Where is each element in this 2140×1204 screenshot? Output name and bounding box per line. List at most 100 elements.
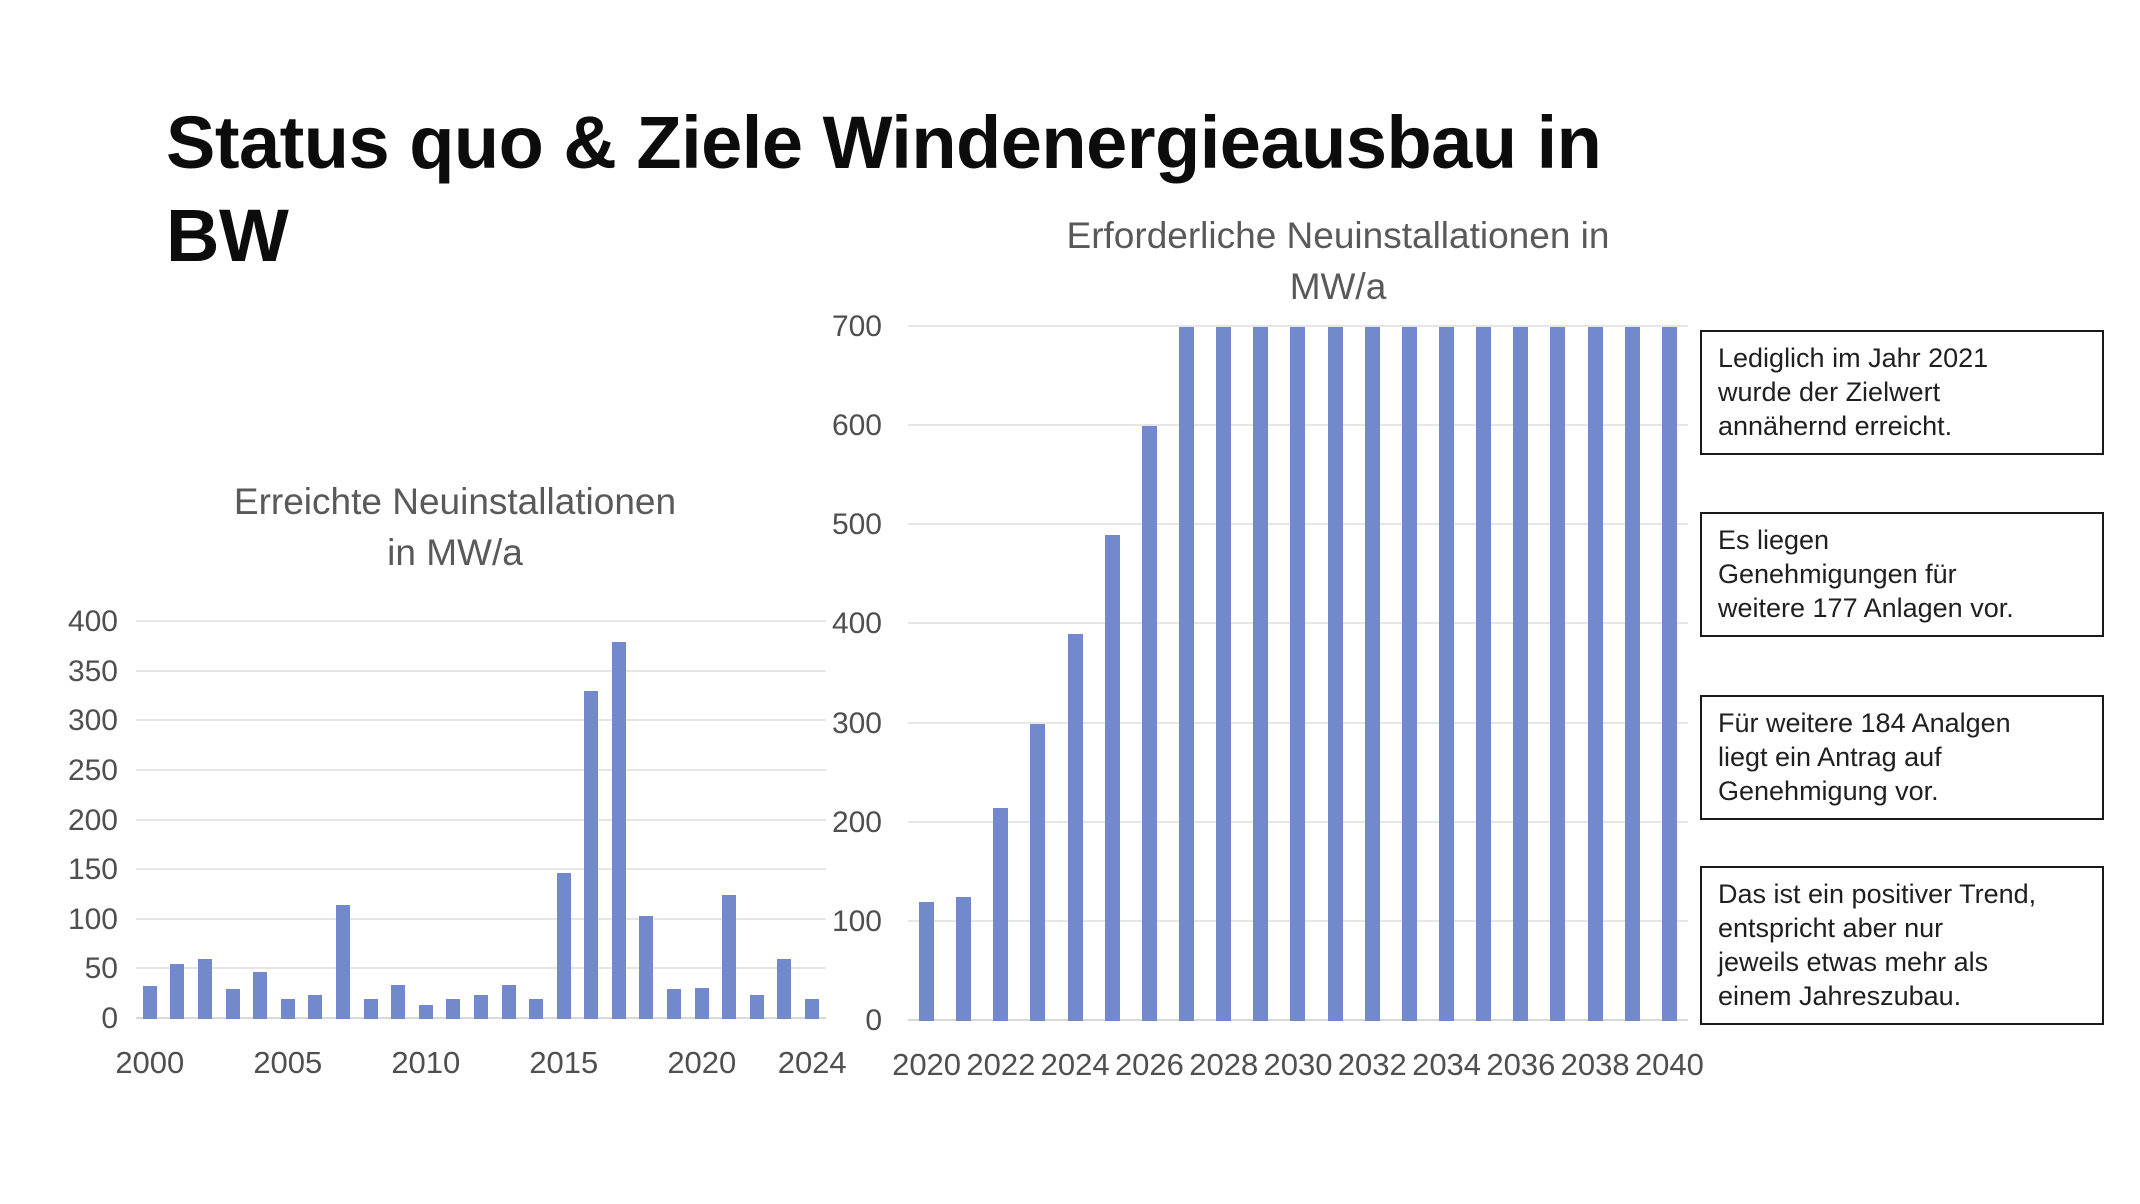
gridline: [136, 620, 826, 622]
bar-slot-2031: [1317, 327, 1354, 1021]
x-tick-label: 2028: [1189, 1047, 1259, 1082]
x-tick-label: 2020: [667, 1045, 737, 1080]
chart-achieved-plot: 0 50 100 150 200 250 300 350 400 2000 2005 2010 2015…: [68, 605, 847, 1080]
bar-slot-2008: [357, 622, 385, 1019]
bar-slot-2021: [715, 622, 743, 1019]
bar-2030: [1290, 327, 1306, 1021]
bar-slot-2034: [1428, 327, 1465, 1021]
bar-slot-2014: [522, 622, 550, 1019]
bar-slot-2013: [495, 622, 523, 1019]
bar-slot-2023: [771, 622, 799, 1019]
y-tick-label: 0: [101, 1002, 118, 1035]
bar-slot-2024: [798, 622, 826, 1019]
bar-slot-2001: [164, 622, 192, 1019]
chart-required-plot: 0 100 200 300 400 500 600 700 2020 2022 2024 2026 20…: [832, 310, 1704, 1082]
bar-2002: [197, 959, 212, 1019]
bar-2028: [1216, 327, 1232, 1021]
bar-2025: [1104, 535, 1120, 1021]
bar-series: [136, 622, 826, 1019]
bar-slot-2038: [1577, 327, 1614, 1021]
bar-2015: [556, 873, 571, 1019]
bar-2010: [418, 1005, 433, 1019]
bar-2007: [335, 904, 350, 1019]
bar-slot-2037: [1539, 327, 1576, 1021]
bar-2031: [1327, 327, 1343, 1021]
bar-slot-2012: [467, 622, 495, 1019]
x-tick-label: 2024: [777, 1045, 847, 1080]
bar-slot-2039: [1614, 327, 1651, 1021]
x-tick-label: 2020: [892, 1047, 962, 1082]
bar-slot-2019: [660, 622, 688, 1019]
bar-2027: [1179, 327, 1195, 1021]
bar-slot-2035: [1465, 327, 1502, 1021]
y-tick-label: 0: [865, 1004, 882, 1037]
bar-slot-2026: [1131, 327, 1168, 1021]
bar-slot-2011: [440, 622, 468, 1019]
bar-slot-2020: [908, 327, 945, 1021]
bar-slot-2009: [384, 622, 412, 1019]
bar-2026: [1141, 426, 1157, 1021]
y-tick-label: 350: [67, 654, 118, 688]
bar-slot-2002: [191, 622, 219, 1019]
bar-slot-2025: [1094, 327, 1131, 1021]
bar-slot-2015: [550, 622, 578, 1019]
bar-2008: [363, 999, 378, 1019]
y-tick-label: 100: [67, 902, 118, 936]
bar-2024: [805, 999, 820, 1019]
bar-slot-2010: [412, 622, 440, 1019]
bar-2020: [919, 902, 935, 1021]
bar-slot-2030: [1279, 327, 1316, 1021]
bar-2001: [170, 964, 185, 1019]
y-tick-label: 100: [831, 904, 882, 938]
bar-2029: [1253, 327, 1269, 1021]
y-tick-label: 200: [831, 805, 882, 839]
bar-2004: [253, 972, 268, 1019]
y-tick-label: 400: [831, 607, 882, 641]
bar-slot-2007: [329, 622, 357, 1019]
x-tick-label: 2032: [1337, 1047, 1407, 1082]
bar-2021: [956, 897, 972, 1021]
bar-2021: [722, 894, 737, 1019]
bar-slot-2003: [219, 622, 247, 1019]
gridline: [136, 917, 826, 920]
bar-slot-2004: [246, 622, 274, 1019]
bar-slot-2016: [578, 622, 606, 1019]
slide-title: Status quo & Ziele Windenergieausbau in …: [166, 101, 1602, 277]
gridline: [136, 768, 826, 771]
y-tick-label: 300: [67, 704, 118, 738]
x-tick-label: 2040: [1634, 1047, 1704, 1082]
x-tick-label: 2000: [115, 1045, 185, 1080]
y-tick-label: 150: [67, 853, 118, 887]
bar-2036: [1513, 327, 1529, 1021]
x-tick-label: 2036: [1486, 1047, 1556, 1082]
x-tick-label: 2024: [1040, 1047, 1110, 1082]
chart-required-title: Erforderliche Neuinstallationen in MW/a: [1066, 215, 1610, 307]
gridline: [908, 325, 1688, 327]
y-tick-label: 200: [67, 803, 118, 837]
bar-slot-2032: [1354, 327, 1391, 1021]
bar-2019: [667, 989, 682, 1019]
y-tick-label: 700: [831, 310, 882, 343]
bar-2016: [584, 691, 599, 1019]
x-tick-label: 2022: [966, 1047, 1036, 1082]
x-tick-label: 2030: [1263, 1047, 1333, 1082]
bar-series: [908, 327, 1688, 1021]
x-tick-label: 2010: [391, 1045, 461, 1080]
bar-slot-2029: [1242, 327, 1279, 1021]
bar-slot-2028: [1205, 327, 1242, 1021]
bar-2038: [1587, 327, 1603, 1021]
bar-2009: [391, 985, 406, 1019]
bar-slot-2020: [688, 622, 716, 1019]
bar-2000: [142, 986, 157, 1019]
bar-slot-2017: [605, 622, 633, 1019]
bar-2023: [777, 959, 792, 1019]
bar-slot-2000: [136, 622, 164, 1019]
bar-2037: [1550, 327, 1566, 1021]
y-tick-label: 250: [67, 753, 118, 787]
bar-2039: [1624, 327, 1640, 1021]
bar-slot-2027: [1168, 327, 1205, 1021]
bar-2006: [308, 995, 323, 1019]
bar-slot-2024: [1057, 327, 1094, 1021]
y-tick-label: 50: [84, 952, 118, 986]
